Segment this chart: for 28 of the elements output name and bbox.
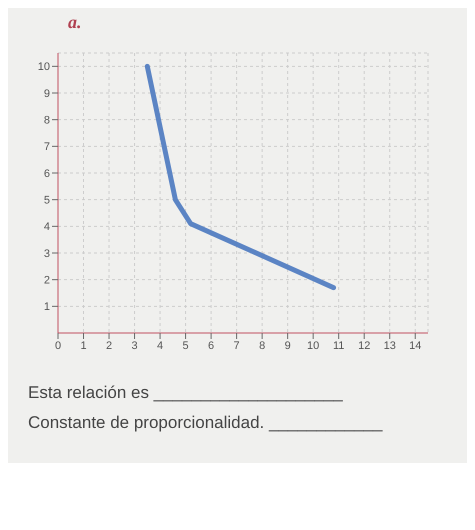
x-tick-label: 7 [234,340,240,352]
x-tick-label: 1 [80,340,87,352]
y-tick-label: 1 [44,301,50,314]
x-tick-label: 6 [208,340,214,352]
x-tick-label: 4 [157,340,164,352]
x-tick-label: 8 [259,340,266,352]
y-tick-label: 3 [44,248,50,260]
y-tick-label: 10 [38,61,50,74]
y-tick-label: 8 [44,114,50,127]
x-tick-label: 9 [284,340,291,352]
y-tick-label: 9 [44,88,50,100]
text: Esta relación es ____________________ [28,383,344,403]
y-tick-label: 6 [44,168,50,180]
chart-title: a. [67,11,82,33]
y-tick-label: 5 [44,194,50,207]
x-tick-label: 5 [182,340,189,352]
x-tick-label: 3 [131,340,138,352]
text: Constante de proporcionalidad. ____________ [28,413,384,433]
x-tick-label: 0 [54,340,62,352]
x-tick-label: 2 [106,340,112,352]
y-tick-label: 7 [44,141,50,154]
x-tick-label: 10 [307,340,320,352]
y-tick-label: 2 [44,274,50,287]
x-tick-label: 12 [358,340,370,352]
x-tick-label: 13 [384,340,396,352]
y-tick-label: 4 [44,221,50,234]
x-tick-label: 14 [409,340,422,352]
x-tick-label: 11 [332,340,344,352]
